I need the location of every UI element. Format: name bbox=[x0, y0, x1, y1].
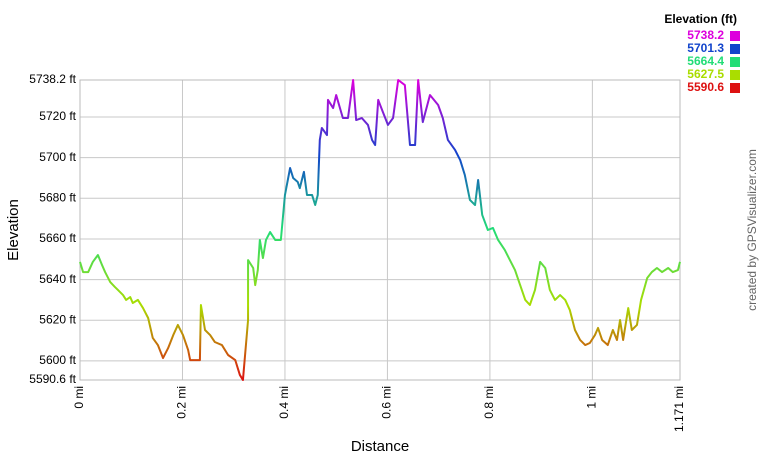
y-tick-label: 5600 ft bbox=[39, 353, 76, 367]
legend-label: 5590.6 bbox=[687, 80, 724, 94]
y-tick-label: 5738.2 ft bbox=[29, 72, 76, 86]
legend-swatch bbox=[730, 44, 740, 54]
x-tick-label: 0.8 mi bbox=[482, 386, 496, 419]
legend-title: Elevation (ft) bbox=[664, 12, 737, 26]
y-tick-label: 5720 ft bbox=[39, 109, 76, 123]
y-tick-label: 5680 ft bbox=[39, 190, 76, 204]
y-tick-label: 5700 ft bbox=[39, 150, 76, 164]
legend-label: 5627.5 bbox=[687, 67, 724, 81]
legend-swatch bbox=[730, 83, 740, 93]
y-tick-label: 5590.6 ft bbox=[29, 372, 76, 386]
plot-border bbox=[79, 79, 681, 381]
credit: created by GPSVisualizer.com bbox=[745, 149, 759, 311]
legend-label: 5664.4 bbox=[687, 54, 724, 68]
x-tick-label: 1.171 mi bbox=[672, 386, 686, 432]
y-tick-label: 5660 ft bbox=[39, 231, 76, 245]
x-tick-label: 0 mi bbox=[72, 386, 86, 409]
y-tick-label: 5620 ft bbox=[39, 312, 76, 326]
legend-label: 5738.2 bbox=[687, 28, 724, 42]
x-tick-label: 0.4 mi bbox=[277, 386, 291, 419]
legend-swatch bbox=[730, 57, 740, 67]
x-axis-label: Distance bbox=[351, 438, 409, 455]
y-tick-label: 5640 ft bbox=[39, 272, 76, 286]
legend-swatch bbox=[730, 31, 740, 41]
x-tick-label: 0.2 mi bbox=[175, 386, 189, 419]
y-axis-label: Elevation bbox=[5, 199, 22, 261]
x-tick-label: 1 mi bbox=[585, 386, 599, 409]
x-tick-label: 0.6 mi bbox=[380, 386, 394, 419]
legend-swatch bbox=[730, 70, 740, 80]
elevation-line bbox=[79, 79, 681, 381]
legend-label: 5701.3 bbox=[687, 41, 724, 55]
